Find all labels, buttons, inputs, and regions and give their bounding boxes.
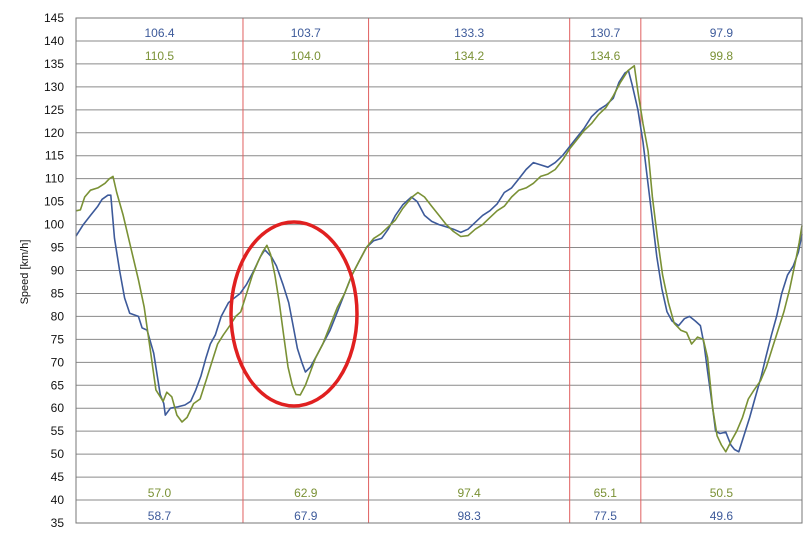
y-tick-label: 75 (51, 332, 65, 346)
y-tick-label: 140 (44, 34, 64, 48)
y-tick-label: 130 (44, 80, 64, 94)
y-tick-label: 90 (51, 264, 65, 278)
series-lines (75, 64, 803, 453)
segment-4-max-blue-label: 130.7 (590, 26, 620, 40)
segment-4-min-green-label: 65.1 (594, 486, 618, 500)
series-line-1 (75, 70, 803, 453)
highlight-ellipse (229, 220, 359, 408)
segment-2-min-green-label: 62.9 (294, 486, 318, 500)
segment-labels: 106.4 110.5 57.0 58.7 103.7 104.0 62.9 67.9 133.… (144, 26, 733, 523)
segment-boundaries (242, 18, 642, 523)
segment-3-min-blue-label: 98.3 (457, 509, 481, 523)
y-tick-label: 125 (44, 103, 64, 117)
horizontal-gridlines (76, 17, 802, 524)
segment-5-min-green-label: 50.5 (710, 486, 734, 500)
segment-4-min-blue-label: 77.5 (594, 509, 618, 523)
segment-5-max-green-label: 99.8 (710, 49, 734, 63)
y-tick-label: 80 (51, 309, 65, 323)
segment-1-max-blue-label: 106.4 (144, 26, 174, 40)
segment-1-max-green-label: 110.5 (145, 49, 174, 63)
y-tick-label: 120 (44, 126, 64, 140)
series-line-2 (75, 64, 803, 453)
segment-4-max-green-label: 134.6 (590, 49, 620, 63)
segment-2-max-blue-label: 103.7 (291, 26, 321, 40)
segment-2-min-blue-label: 67.9 (294, 509, 318, 523)
plot-frame (75, 17, 803, 524)
y-tick-label: 145 (44, 11, 64, 25)
y-tick-label: 50 (51, 447, 65, 461)
y-tick-label: 110 (45, 172, 64, 186)
segment-3-min-green-label: 97.4 (457, 486, 481, 500)
segment-5-min-blue-label: 49.6 (710, 509, 734, 523)
y-tick-label: 60 (51, 401, 65, 415)
segment-3-max-blue-label: 133.3 (454, 26, 484, 40)
y-axis-label: Speed [km/h] (19, 240, 31, 305)
segment-1-min-blue-label: 58.7 (148, 509, 172, 523)
y-tick-label: 65 (51, 378, 65, 392)
y-tick-label: 100 (44, 218, 64, 232)
y-tick-label: 85 (51, 286, 65, 300)
segment-1-min-green-label: 57.0 (148, 486, 172, 500)
y-tick-label: 95 (51, 241, 65, 255)
y-tick-label: 115 (45, 149, 64, 163)
y-tick-label: 55 (51, 424, 65, 438)
segment-5-max-blue-label: 97.9 (710, 26, 734, 40)
y-tick-label: 35 (51, 516, 65, 530)
y-tick-label: 135 (44, 57, 64, 71)
segment-3-max-green-label: 134.2 (454, 49, 484, 63)
segment-2-max-green-label: 104.0 (291, 49, 321, 63)
y-tick-label: 105 (44, 195, 64, 209)
y-tick-labels: 35 40 45 50 55 60 65 70 75 80 85 90 95 100 105 110 115 12… (44, 11, 64, 530)
y-tick-label: 40 (51, 493, 65, 507)
y-tick-label: 45 (51, 470, 65, 484)
y-tick-label: 70 (51, 355, 65, 369)
